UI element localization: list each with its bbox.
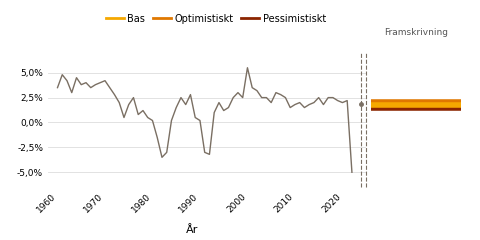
Legend: Bas, Optimistiskt, Pessimistiskt: Bas, Optimistiskt, Pessimistiskt (102, 10, 330, 27)
Text: Framskrivning: Framskrivning (384, 28, 448, 37)
Text: År: År (186, 225, 198, 235)
